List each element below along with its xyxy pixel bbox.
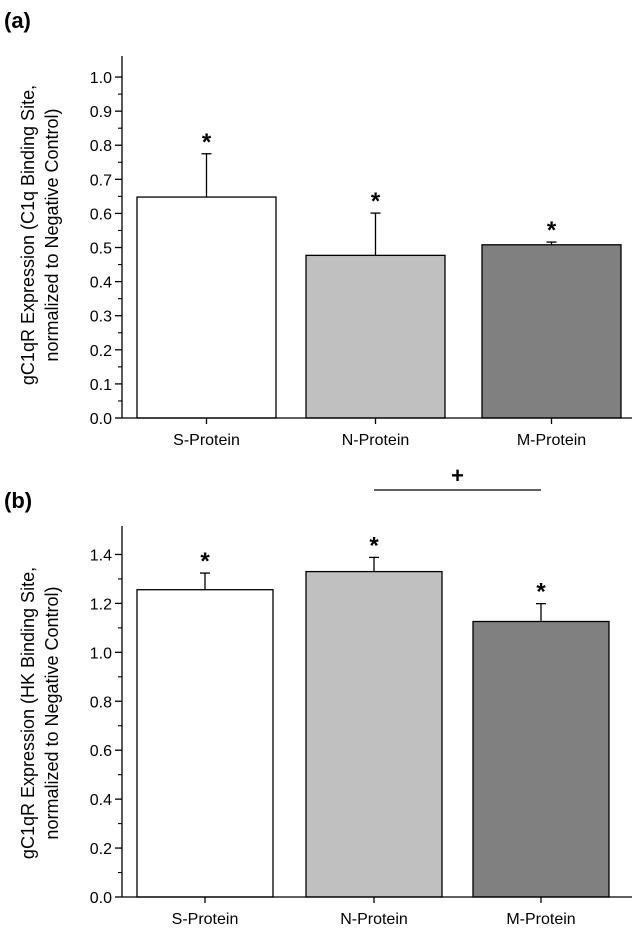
panel-b-x-tick-label-s-protein: S-Protein [172,911,239,928]
panel-a-significance-star-2: * [371,188,381,215]
panel-a-y-tick-label: 0.3 [90,309,112,326]
panel-a-significance-star-1: * [202,129,212,156]
panel-a-significance-star-3: * [547,217,557,244]
panel-a-y-axis-label-line-1: gC1qR Expression (C1q Binding Site, [18,85,38,385]
panel-a-y-tick-label: 0.7 [90,172,112,189]
panel-a-y-tick-label: 0.2 [90,343,112,360]
panel-b-bar-n-protein [305,570,443,898]
panel-b-y-tick-label: 1.2 [90,596,112,613]
panel-a-y-tick-label: 1.0 [90,70,112,87]
panel-b-y-tick-label: 0.2 [90,841,112,858]
panel-a-bar-n-protein [305,254,446,419]
panel-a-y-tick-label: 0.0 [90,411,112,428]
panel-b-significance-star-3: * [536,579,546,606]
panel-b-y-tick-label: 0.0 [90,890,112,907]
panel-b-y-tick-label: 0.4 [90,792,112,809]
panel-a-y-tick-label: 0.1 [90,377,112,394]
panel-b-bar-m-protein [472,620,610,898]
panel-a-y-tick-label: 0.6 [90,206,112,223]
panel-a-y-tick-label: 0.4 [90,275,112,292]
panel-a-x-tick-label-n-protein: N-Protein [342,432,410,449]
panel-b-y-axis-label-line-1: gC1qR Expression (HK Binding Site, [18,567,38,859]
panel-a-y-axis-label-line-2: normalized to Negative Control) [42,108,62,361]
panel-b-x-tick-label-m-protein: M-Protein [506,911,575,928]
panel-b-y-tick-label: 1.4 [90,547,112,564]
panel-b-significance-star-1: * [200,548,210,575]
panel-b-x-tick-label-n-protein: N-Protein [340,911,408,928]
panel-a-y-tick-label: 0.9 [90,104,112,121]
panel-b-comparison-symbol: + [451,463,464,488]
panel-a-x-tick-label-m-protein: M-Protein [517,432,586,449]
panel-a-bar-s-protein [136,196,277,419]
panel-b-significance-star-2: * [369,532,379,559]
panel-b-bar-s-protein [136,589,274,898]
panel-b-y-tick-label: 1.0 [90,645,112,662]
panel-a-y-tick-label: 0.5 [90,241,112,258]
panel-a-bar-m-protein [481,244,622,419]
panel-a-label: (a) [4,8,31,33]
panel-b-label: (b) [4,488,32,513]
panel-a-x-tick-label-s-protein: S-Protein [173,432,240,449]
panel-b-y-tick-label: 0.6 [90,743,112,760]
panel-b-y-tick-label: 0.8 [90,694,112,711]
panel-a-y-tick-label: 0.8 [90,138,112,155]
panel-b-y-axis-label-line-2: normalized to Negative Control) [42,586,62,839]
